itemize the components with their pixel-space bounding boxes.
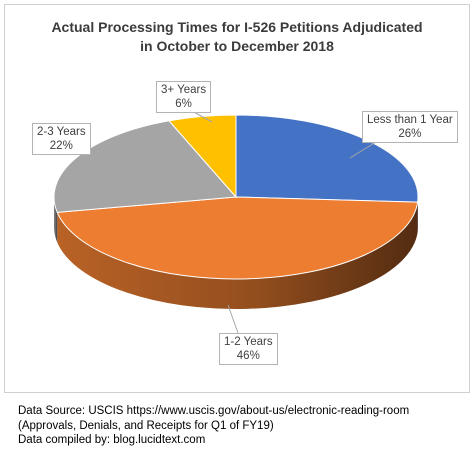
chart-title-line-1: Actual Processing Times for I-526 Petiti… (51, 19, 423, 35)
slice-1-2-years (56, 196, 419, 280)
leader-line (349, 141, 377, 159)
chart-title: Actual Processing Times for I-526 Petiti… (4, 18, 470, 56)
slice-label: 3+ Years (161, 84, 207, 96)
slice-label: 1-2 Years (224, 336, 273, 348)
data-compiled-text: Data compiled by: blog.lucidtext.com (18, 434, 206, 446)
slice-percent: 6% (175, 98, 192, 110)
pie-chart (53, 110, 419, 334)
slice-percent: 46% (236, 350, 260, 362)
leader-line (227, 304, 239, 334)
slice-percent: 26% (398, 128, 422, 140)
leader-line (87, 149, 109, 163)
chart-title-line-2: in October to December 2018 (140, 38, 334, 54)
callout-3-plus-years: 3+ Years 6% (156, 81, 212, 113)
chart-footer: Data Source: USCIS https://www.uscis.gov… (18, 404, 468, 448)
slice-side-2 (54, 197, 58, 243)
callout-2-3-years: 2-3 Years 22% (32, 123, 91, 155)
slice-percent: 22% (49, 140, 73, 152)
data-source-text: Data Source: USCIS https://www.uscis.gov… (18, 405, 410, 432)
slice-label: Less than 1 Year (367, 114, 453, 126)
slice-side-1 (57, 202, 418, 310)
callout-1-2-years: 1-2 Years 46% (219, 333, 278, 365)
callout-less-than-1-year: Less than 1 Year 26% (362, 111, 458, 143)
slice-2-3-years (53, 120, 238, 213)
slice-label: 2-3 Years (37, 126, 86, 138)
